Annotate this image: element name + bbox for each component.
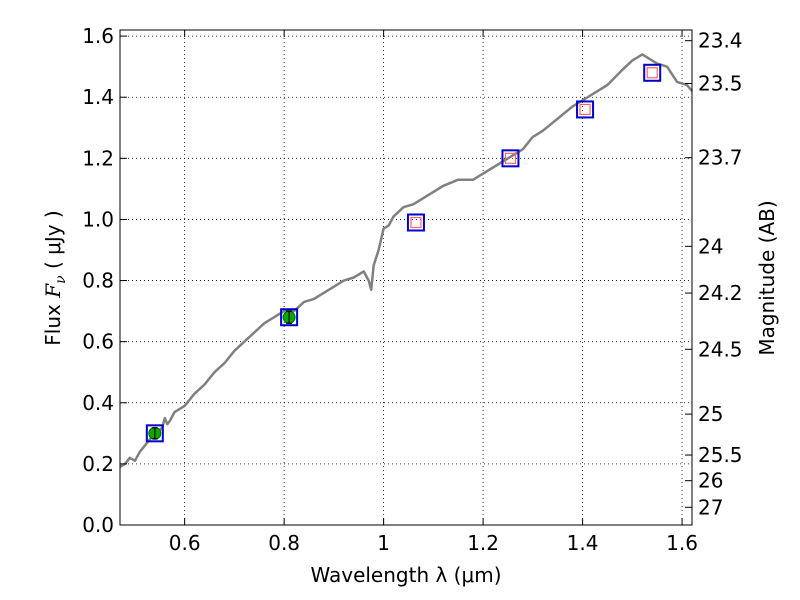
model-box-marker xyxy=(406,213,425,232)
y2-axis-label: Magnitude (AB) xyxy=(755,200,779,355)
band-marker xyxy=(646,67,658,79)
y2-tick-label: 24.5 xyxy=(698,337,743,361)
grid-lines xyxy=(120,30,692,526)
y2-tick-label: 24 xyxy=(698,234,723,258)
x-tick-label: 1 xyxy=(377,531,390,555)
y-tick-label: 0.0 xyxy=(82,513,114,537)
x-tick-label: 1.6 xyxy=(666,531,698,555)
plot-frame xyxy=(119,29,693,526)
x-tick-label: 0.8 xyxy=(268,531,300,555)
y-tick-label: 1.0 xyxy=(82,207,114,231)
y-axis-label: Flux Fν ( μJy ) xyxy=(41,210,69,345)
y2-tick-label: 23.4 xyxy=(698,29,743,53)
model-box-marker xyxy=(576,100,595,119)
model-box-marker xyxy=(501,149,520,168)
model-box-marker xyxy=(145,424,164,443)
y2-tick-label: 23.5 xyxy=(698,71,743,95)
band-marker xyxy=(579,103,591,116)
y2-tick-label: 23.7 xyxy=(698,146,743,170)
band-marker xyxy=(504,152,517,164)
x-tick-label: 1.4 xyxy=(567,531,599,555)
band-marker xyxy=(410,216,422,229)
y-tick-label: 0.4 xyxy=(82,391,114,415)
marker-layer xyxy=(145,63,662,443)
spectrum-line xyxy=(119,53,693,468)
y-axis-label-subscript: ν xyxy=(53,275,69,284)
y-ticks: 0.0 0.2 0.4 0.6 0.8 1.0 1.2 1.4 1.6 xyxy=(82,24,127,537)
y-tick-label: 1.4 xyxy=(82,85,114,109)
x-tick-label: 1.2 xyxy=(467,531,499,555)
y2-tick-label: 26 xyxy=(698,469,723,493)
y-tick-label: 1.6 xyxy=(82,24,114,48)
x-axis-label: Wavelength λ (μm) xyxy=(310,563,501,587)
y2-tick-label: 27 xyxy=(698,495,723,519)
y2-tick-label: 25 xyxy=(698,402,723,426)
y-axis-label-symbol: F xyxy=(41,283,65,299)
y-tick-label: 0.6 xyxy=(82,330,114,354)
y-tick-label: 0.2 xyxy=(82,452,114,476)
x-tick-label: 0.6 xyxy=(169,531,201,555)
y2-tick-label: 24.2 xyxy=(698,281,743,305)
x-ticks: 0.6 0.8 1 1.2 1.4 1.6 xyxy=(169,30,698,555)
y-tick-label: 1.2 xyxy=(82,146,114,170)
y2-tick-label: 25.5 xyxy=(698,443,743,467)
model-box-marker xyxy=(280,308,299,327)
model-box-marker xyxy=(643,63,662,82)
series-layer xyxy=(119,53,693,468)
y-axis-label-prefix: Flux xyxy=(41,298,65,346)
y-tick-label: 0.8 xyxy=(82,269,114,293)
y-axis-label-units: ( μJy ) xyxy=(41,210,65,275)
